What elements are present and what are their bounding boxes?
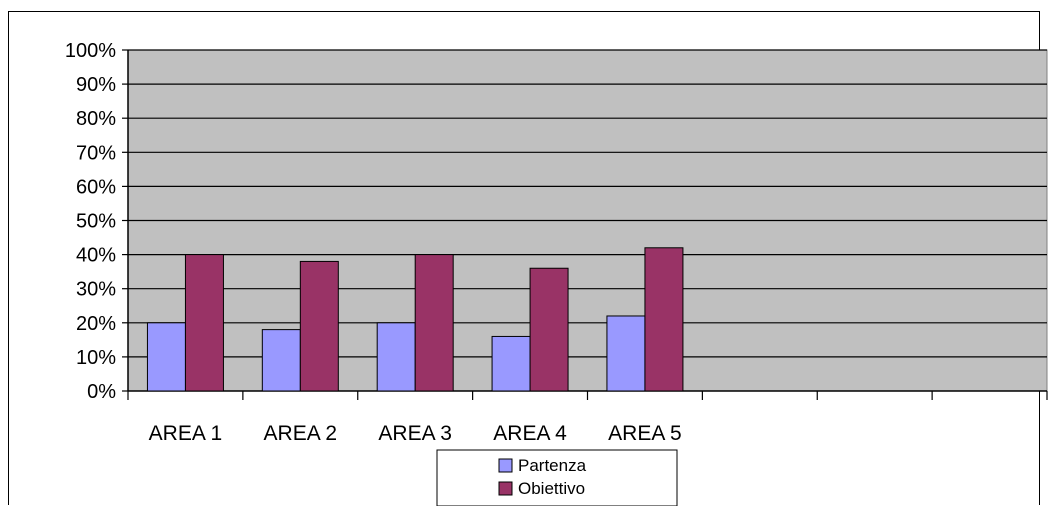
legend-box	[436, 449, 678, 506]
x-category-label: AREA 4	[493, 422, 567, 445]
bar-obiettivo-4	[529, 267, 569, 392]
bar-partenza-1	[146, 322, 186, 392]
y-tick-label: 60%	[76, 176, 116, 198]
legend-label-obiettivo: Obiettivo	[518, 479, 585, 498]
bar-partenza-4	[491, 335, 531, 392]
x-category-label: AREA 5	[608, 422, 682, 445]
y-tick-label: 10%	[76, 347, 116, 369]
y-tick-label: 90%	[76, 74, 116, 96]
bar-obiettivo-5	[644, 247, 684, 392]
y-tick-label: 100%	[65, 40, 116, 62]
bar-partenza-2	[261, 329, 301, 392]
bar-obiettivo-3	[414, 254, 454, 392]
bar-partenza-5	[606, 315, 646, 392]
x-category-label: AREA 3	[378, 422, 452, 445]
y-tick-label: 80%	[76, 108, 116, 130]
y-tick-label: 30%	[76, 279, 116, 301]
bar-obiettivo-1	[184, 254, 224, 392]
y-tick-label: 50%	[76, 211, 116, 233]
y-tick-label: 40%	[76, 245, 116, 267]
bar-partenza-3	[376, 322, 416, 392]
y-tick-label: 20%	[76, 313, 116, 335]
bar-obiettivo-2	[299, 260, 339, 392]
y-tick-label: 0%	[87, 381, 116, 403]
legend-swatch-obiettivo	[498, 481, 513, 496]
x-category-label: AREA 1	[149, 422, 223, 445]
legend-swatch-partenza	[498, 458, 513, 473]
y-tick-label: 70%	[76, 142, 116, 164]
legend-label-partenza: Partenza	[518, 456, 587, 475]
x-category-label: AREA 2	[264, 422, 338, 445]
